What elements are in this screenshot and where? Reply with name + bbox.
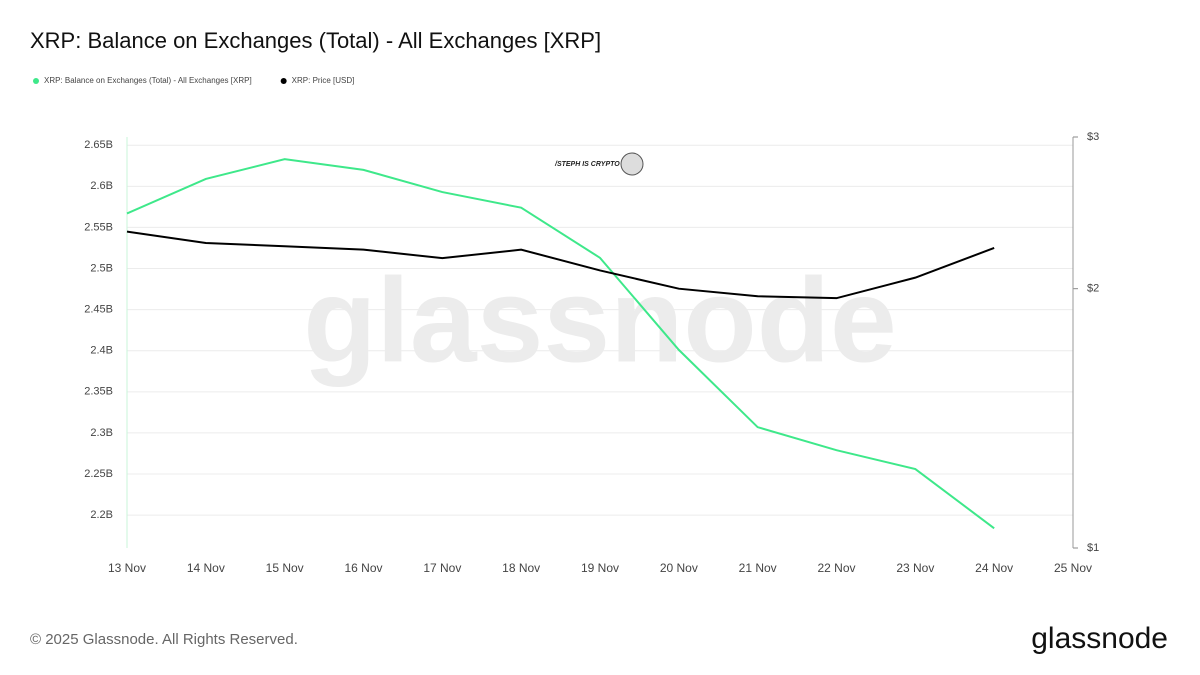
watermark: glassnode <box>303 254 897 388</box>
x-tick-label: 19 Nov <box>581 561 619 575</box>
footer: © 2025 Glassnode. All Rights Reserved. <box>30 631 298 648</box>
y-tick-label: 2.6B <box>90 180 113 192</box>
y-tick-label: 2.4B <box>90 345 113 357</box>
x-tick-label: 23 Nov <box>896 561 934 575</box>
y-tick-label: 2.55B <box>84 221 113 233</box>
badge: /STEPH IS CRYPTO <box>554 161 620 168</box>
legend-label: XRP: Balance on Exchanges (Total) - All … <box>44 76 252 85</box>
y-tick-label: 2.25B <box>84 468 113 480</box>
x-tick-label: 25 Nov <box>1054 561 1092 575</box>
y2-tick-label: $1 <box>1087 542 1099 554</box>
x-tick-label: 14 Nov <box>187 561 225 575</box>
y-tick-label: 2.35B <box>84 386 113 398</box>
y2-tick-label: $3 <box>1087 131 1099 143</box>
y-tick-label: 2.45B <box>84 304 113 316</box>
legend-label: XRP: Price [USD] <box>292 76 355 85</box>
x-tick-label: 16 Nov <box>344 561 382 575</box>
y-tick-label: 2.5B <box>90 262 113 274</box>
x-tick-label: 18 Nov <box>502 561 540 575</box>
x-tick-label: 15 Nov <box>266 561 304 575</box>
logo: glassnode <box>1031 622 1168 655</box>
badge-icon <box>620 152 644 176</box>
legend-marker <box>33 78 39 84</box>
x-tick-label: 20 Nov <box>660 561 698 575</box>
y-tick-label: 2.2B <box>90 509 113 521</box>
x-tick-label: 13 Nov <box>108 561 146 575</box>
x-tick-label: 17 Nov <box>423 561 461 575</box>
y2-tick-label: $2 <box>1087 283 1099 295</box>
x-tick-label: 21 Nov <box>739 561 777 575</box>
chart-title: XRP: Balance on Exchanges (Total) - All … <box>30 28 601 53</box>
x-tick-label: 22 Nov <box>817 561 855 575</box>
series-line <box>126 230 995 300</box>
y-tick-label: 2.65B <box>84 139 113 151</box>
series-line <box>126 158 995 530</box>
x-tick-label: 24 Nov <box>975 561 1013 575</box>
legend-marker <box>280 78 287 84</box>
y-tick-label: 2.3B <box>90 427 113 439</box>
